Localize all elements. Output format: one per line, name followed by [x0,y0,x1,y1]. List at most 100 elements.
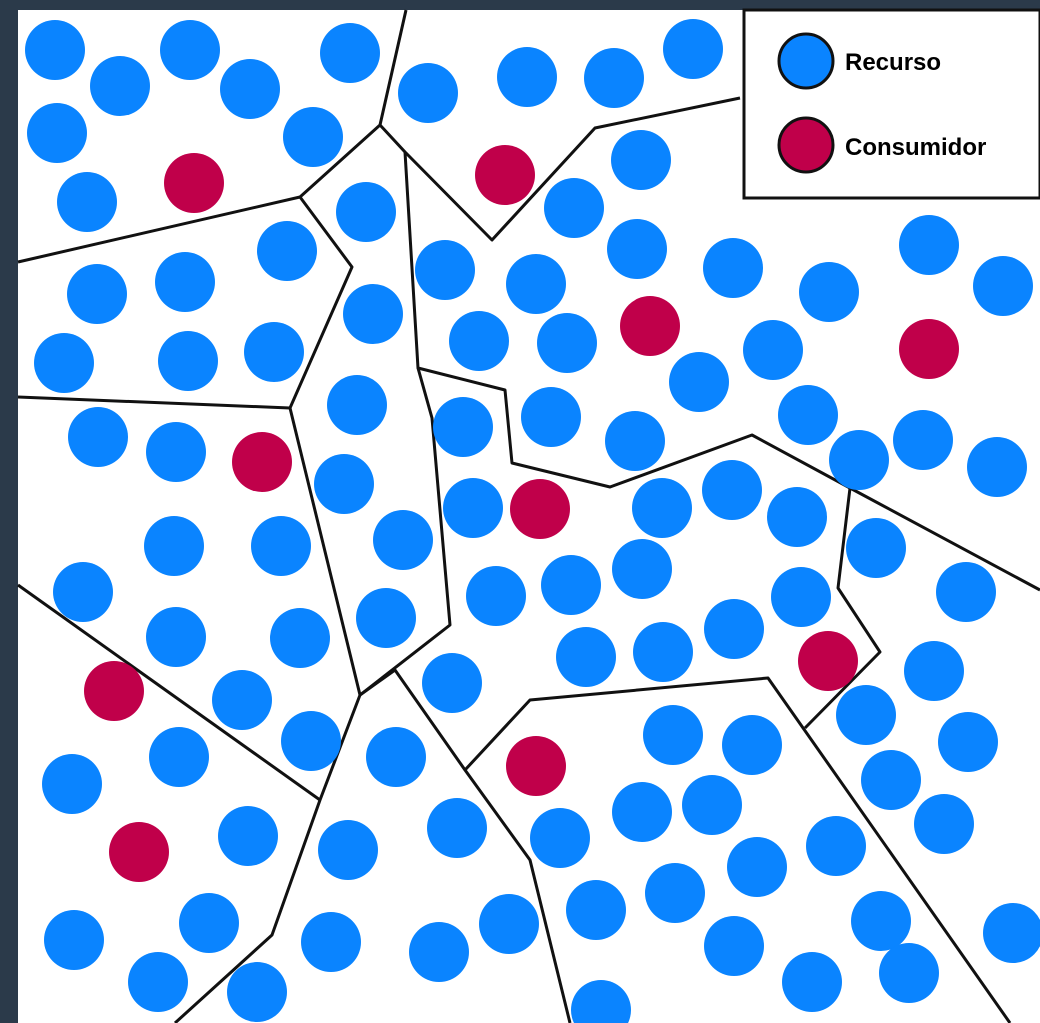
region-boundary [288,367,452,697]
resource-dot-icon [861,750,921,810]
consumer-dot-icon [899,319,959,379]
resource-dot-icon [320,23,380,83]
resource-dot-icon [904,641,964,701]
resource-dot-icon [160,20,220,80]
region-boundaries [17,9,1040,1023]
resource-dot-icon [829,430,889,490]
resource-dot-icon [422,653,482,713]
resource-dot-icon [506,254,566,314]
resource-dot-icon [128,952,188,1012]
resource-dot-icon [218,806,278,866]
resource-dot-icon [633,622,693,682]
resource-dot-icon [704,599,764,659]
resource-dot-icon [149,727,209,787]
resource-dot-icon [727,837,787,897]
resource-dot-icon [373,510,433,570]
legend: Recurso Consumidor [742,8,1040,200]
resource-dot-icon [57,172,117,232]
resource-dot-icon [914,794,974,854]
resource-dot-icon [155,252,215,312]
resource-dot-icon [703,238,763,298]
resource-dot-icon [846,518,906,578]
legend-box [742,8,1040,200]
consumer-legend-icon [777,116,835,174]
resource-dot-icon [27,103,87,163]
resource-dot-icon [25,20,85,80]
resource-legend-label: Recurso [845,49,941,76]
resource-dot-icon [899,215,959,275]
consumer-dots [84,145,959,882]
resource-dot-icon [743,320,803,380]
resource-dot-icon [34,333,94,393]
resource-legend-icon [777,32,835,90]
resource-dot-icon [270,608,330,668]
consumer-dot-icon [798,631,858,691]
resource-dot-icon [42,754,102,814]
consumer-dot-icon [506,736,566,796]
region-boundary [803,487,882,730]
resource-dot-icon [257,221,317,281]
consumer-dot-icon [84,661,144,721]
resource-dot-icon [327,375,387,435]
resource-dot-icon [53,562,113,622]
consumer-legend-label: Consumidor [845,134,986,161]
resource-dots [25,19,1040,1023]
resource-dot-icon [704,916,764,976]
consumer-dot-icon [164,153,224,213]
resource-dot-icon [212,670,272,730]
resource-dot-icon [251,516,311,576]
resource-dot-icon [466,566,526,626]
resource-dot-icon [571,980,631,1023]
resource-dot-icon [90,56,150,116]
resource-dot-icon [415,240,475,300]
consumer-dot-icon [620,296,680,356]
region-boundary [463,676,1012,1023]
region-boundary [403,151,1040,592]
resource-dot-icon [643,705,703,765]
resource-dot-icon [244,322,304,382]
consumer-dot-icon [475,145,535,205]
resource-dot-icon [227,962,287,1022]
region-boundary [17,196,354,410]
resource-dot-icon [607,219,667,279]
resource-dot-icon [983,903,1040,963]
resource-dot-icon [301,912,361,972]
resource-dot-icon [879,943,939,1003]
region-boundary [17,583,321,802]
consumer-dot-icon [109,822,169,882]
resource-dot-icon [669,352,729,412]
resource-dot-icon [530,808,590,868]
resource-dot-icon [68,407,128,467]
resource-dot-icon [722,715,782,775]
resource-dot-icon [541,555,601,615]
resource-dot-icon [967,437,1027,497]
resource-dot-icon [356,588,416,648]
resource-dot-icon [938,712,998,772]
resource-dot-icon [893,410,953,470]
resource-dot-icon [556,627,616,687]
resource-dot-icon [584,48,644,108]
resource-dot-icon [645,863,705,923]
resource-dot-icon [544,178,604,238]
resource-dot-icon [336,182,396,242]
resource-dot-icon [806,816,866,876]
region-boundary [17,9,408,264]
resource-dot-icon [158,331,218,391]
resource-dot-icon [778,385,838,445]
resource-dot-icon [281,711,341,771]
resource-dot-icon [612,782,672,842]
resource-dot-icon [314,454,374,514]
resource-dot-icon [702,460,762,520]
resource-dot-icon [782,952,842,1012]
resource-dot-icon [566,880,626,940]
resource-dot-icon [449,311,509,371]
consumer-dot-icon [510,479,570,539]
resource-dot-icon [479,894,539,954]
resource-dot-icon [146,607,206,667]
resource-dot-icon [283,107,343,167]
resource-dot-icon [398,63,458,123]
resource-dot-icon [179,893,239,953]
resource-dot-icon [936,562,996,622]
